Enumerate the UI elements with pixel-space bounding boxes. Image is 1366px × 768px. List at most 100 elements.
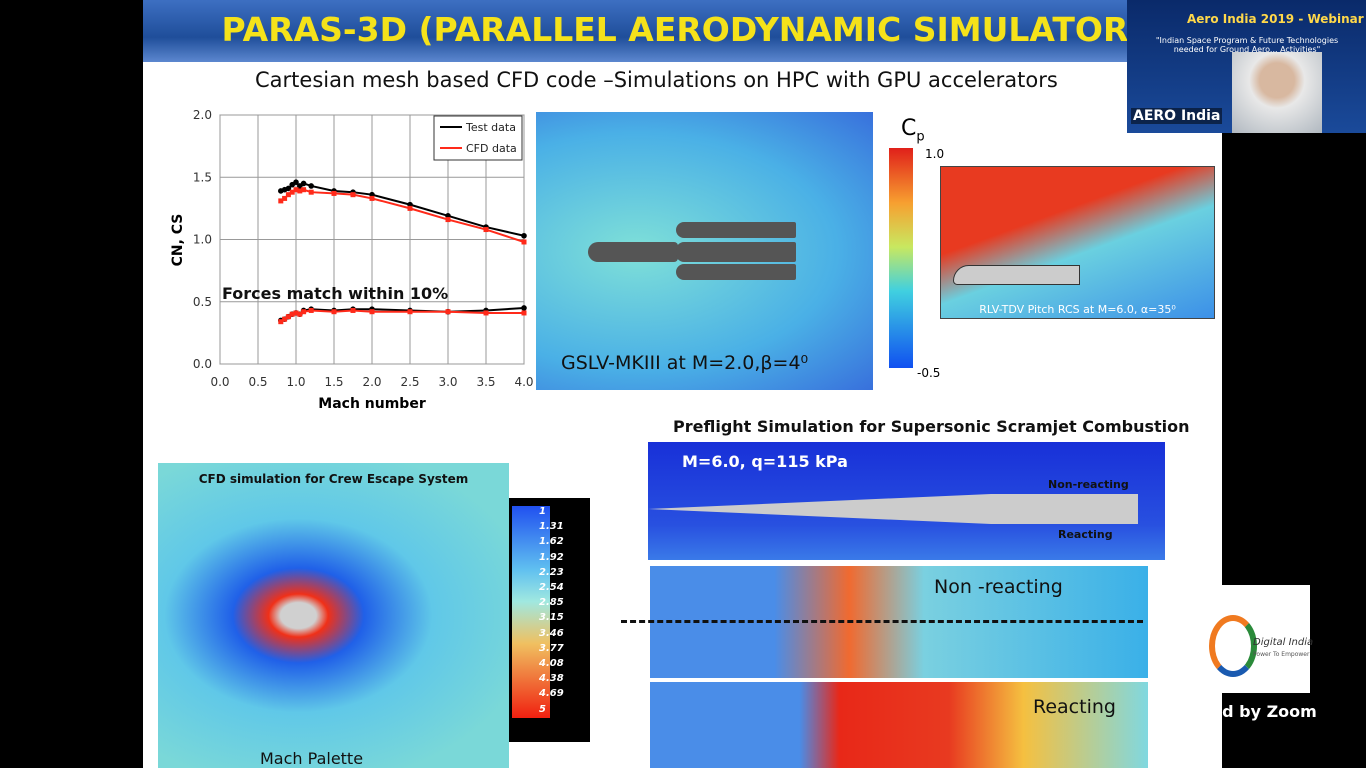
data-point <box>407 205 413 211</box>
data-point <box>282 316 288 322</box>
data-point <box>289 311 295 317</box>
data-point <box>301 187 307 193</box>
rocket-booster <box>676 242 796 262</box>
data-point <box>521 305 527 311</box>
x-tick-label: 0.0 <box>210 375 229 389</box>
palette-label: 3.15 <box>539 612 564 624</box>
x-tick-label: 1.0 <box>286 375 305 389</box>
cp-subscript: p <box>916 129 925 145</box>
x-tick-label: 4.0 <box>514 375 533 389</box>
data-point <box>369 309 375 315</box>
data-point <box>282 195 288 201</box>
reacting-image <box>650 682 1148 768</box>
palette-label: 1.31 <box>539 521 564 533</box>
digital-india-logo: Digital India Power To Empower <box>1195 585 1314 693</box>
logo-tagline: Power To Empower <box>1253 651 1310 658</box>
y-tick-label: 2.0 <box>193 108 212 122</box>
cp-colorbar <box>889 148 913 368</box>
x-tick-label: 2.0 <box>362 375 381 389</box>
data-point <box>445 309 451 315</box>
data-point <box>297 311 303 317</box>
data-point <box>369 195 375 201</box>
data-point <box>407 309 413 315</box>
y-tick-label: 0.0 <box>193 357 212 371</box>
x-tick-label: 2.5 <box>400 375 419 389</box>
ces-image: CFD simulation for Crew Escape System Ma… <box>158 463 509 768</box>
y-axis-label: CN, CS <box>170 214 186 267</box>
data-point <box>521 239 527 245</box>
cp-symbol: C <box>901 116 917 141</box>
cp-max: 1.0 <box>925 147 945 161</box>
data-point <box>293 310 299 316</box>
force-chart: CN, CS Mach number 0.0 0.5 1.0 1.5 2.0 0.0 0.5… <box>170 108 534 412</box>
zoom-footer: Powered by Zoom <box>1155 702 1317 721</box>
data-point <box>308 189 314 195</box>
palette-label: 2.54 <box>539 582 564 593</box>
cp-label: Cp <box>901 116 925 144</box>
data-point <box>350 307 356 313</box>
divider-line <box>621 620 1143 623</box>
scramjet-image: M=6.0, q=115 kPa Non-reacting Reacting <box>648 442 1165 560</box>
legend-label: Test data <box>465 121 516 134</box>
y-tick-label: 0.5 <box>193 295 212 309</box>
palette-labels: 1 1.31 1.62 1.92 2.23 2.54 2.85 3.15 3.46 3.77 4.0… <box>539 506 585 726</box>
rocket-core <box>588 242 678 262</box>
palette-label: 3.46 <box>539 627 564 639</box>
data-point <box>445 217 451 223</box>
zoom-video: Aero India 2019 - Webinar "Indian Space … <box>1127 0 1366 133</box>
palette-label: 4.38 <box>539 673 564 685</box>
speaker-video <box>1232 52 1322 133</box>
data-point <box>300 180 307 187</box>
scramjet-lower-label: Reacting <box>1058 528 1113 541</box>
scramjet-condition: M=6.0, q=115 kPa <box>682 452 848 471</box>
scramjet-title: Preflight Simulation for Supersonic Scra… <box>673 417 1190 436</box>
data-point <box>483 227 489 233</box>
data-point <box>483 310 489 316</box>
palette-label: 2.23 <box>539 566 564 578</box>
palette-label: 4.69 <box>539 688 564 700</box>
legend-box <box>433 115 523 161</box>
rocket-booster <box>676 264 796 280</box>
legend-label: CFD data <box>466 142 517 155</box>
data-point <box>289 189 295 195</box>
scramjet-upper-label: Non-reacting <box>1048 478 1129 491</box>
logo-mark <box>1209 615 1257 677</box>
gslv-image: GSLV-MKIII at M=2.0,β=4⁰ <box>536 112 873 390</box>
palette-bar <box>512 506 550 718</box>
mach-palette: 1 1.31 1.62 1.92 2.23 2.54 2.85 3.15 3.46 3.77 4.0… <box>509 498 590 742</box>
webinar-subtitle: "Indian Space Program & Future Technolog… <box>1155 36 1339 54</box>
data-point <box>285 192 291 198</box>
rlv-image: RLV-TDV Pitch RCS at M=6.0, α=35⁰ <box>940 166 1215 319</box>
data-point <box>301 309 307 315</box>
data-point <box>293 179 299 186</box>
x-axis-label: Mach number <box>318 396 426 412</box>
data-point <box>297 188 303 194</box>
data-point <box>521 310 527 316</box>
x-tick-label: 3.0 <box>438 375 457 389</box>
data-point <box>293 187 299 193</box>
data-point <box>308 307 314 313</box>
data-point <box>278 319 284 325</box>
rlv-body <box>953 265 1080 285</box>
palette-caption: Mach Palette <box>260 749 364 768</box>
slide: PARAS-3D (PARALLEL AERODYNAMIC SIMULATOR… <box>143 0 1222 768</box>
y-tick-label: 1.0 <box>193 233 212 247</box>
cp-min: -0.5 <box>917 366 941 380</box>
data-point <box>308 183 314 189</box>
webinar-title: Aero India 2019 - Webinar <box>1187 12 1364 26</box>
palette-label: 5 <box>539 703 546 715</box>
chart-annotation: Forces match within 10% <box>222 284 449 303</box>
x-tick-label: 1.5 <box>324 375 343 389</box>
rlv-caption: RLV-TDV Pitch RCS at M=6.0, α=35⁰ <box>979 303 1176 316</box>
ces-title: CFD simulation for Crew Escape System <box>198 472 469 486</box>
x-tick-label: 0.5 <box>248 375 267 389</box>
non-reacting-label: Non -reacting <box>934 576 1063 598</box>
palette-label: 4.08 <box>539 658 564 669</box>
speaker-label: AERO India <box>1131 108 1223 124</box>
scramjet-body <box>648 494 1138 524</box>
gslv-caption: GSLV-MKIII at M=2.0,β=4⁰ <box>561 352 809 374</box>
palette-label: 1.92 <box>539 551 564 563</box>
palette-label: 1 <box>539 506 546 517</box>
logo-name: Digital India <box>1253 637 1314 648</box>
